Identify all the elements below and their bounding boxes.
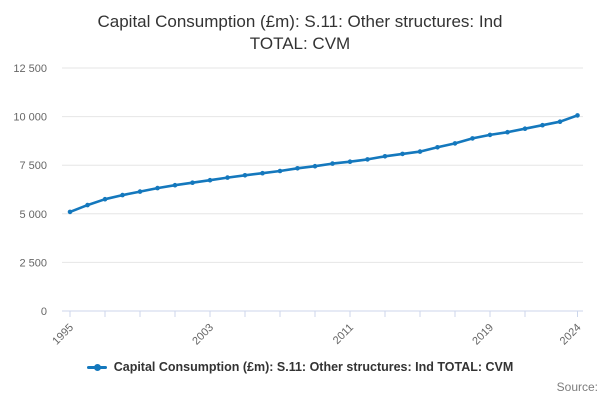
chart-title-line2: TOTAL: CVM [249,34,351,53]
legend-series-marker-icon [86,363,107,372]
data-point[interactable] [470,136,475,141]
legend-item[interactable]: Capital Consumption (£m): S.11: Other st… [0,360,600,374]
legend-marker-dot [93,363,101,371]
data-point[interactable] [172,182,178,188]
data-point[interactable] [312,163,318,169]
data-point[interactable] [330,161,335,166]
data-point[interactable] [575,113,580,118]
data-point[interactable] [120,192,125,198]
data-point[interactable] [347,159,353,164]
data-point[interactable] [505,129,510,135]
chart-title: Capital Consumption (£m): S.11: Other st… [0,11,600,55]
data-point[interactable] [487,132,493,138]
data-point[interactable] [137,189,143,194]
data-point[interactable] [85,202,90,208]
series-line[interactable] [68,114,579,214]
data-point[interactable] [365,157,370,162]
chart-title-line1: Capital Consumption (£m): S.11: Other st… [97,12,503,31]
data-point[interactable] [242,173,248,178]
y-axis-tick-label: 7 500 [19,160,47,172]
data-point[interactable] [557,119,563,124]
data-point[interactable] [400,151,405,157]
source-credit: Source: [556,380,598,394]
data-point[interactable] [452,141,458,146]
data-point[interactable] [207,177,213,183]
y-axis-tick-label: 2 500 [19,257,47,269]
data-point[interactable] [277,168,283,174]
data-point[interactable] [522,126,528,131]
data-point[interactable] [382,154,388,159]
y-axis-tick-label: 0 [41,306,47,318]
data-point[interactable] [260,170,265,176]
x-axis-tick-label: 2024 [558,322,584,348]
x-axis-tick-label: 2011 [331,322,356,347]
legend-label: Capital Consumption (£m): S.11: Other st… [113,360,514,374]
data-point[interactable] [540,122,545,128]
data-point[interactable] [102,196,108,202]
y-axis-tick-label: 10 000 [13,112,47,124]
y-axis-tick-label: 12 500 [13,63,47,75]
y-axis-tick-label: 5 000 [19,209,47,221]
x-axis-tick-label: 2019 [470,322,496,348]
data-point[interactable] [155,185,160,191]
data-point[interactable] [67,209,73,215]
x-axis-tick-label: 2003 [190,322,216,348]
data-point[interactable] [295,166,300,171]
data-point[interactable] [417,149,423,154]
x-axis-tick-label: 1995 [50,322,76,348]
data-point[interactable] [190,180,195,185]
data-point[interactable] [435,145,440,150]
data-point[interactable] [225,175,230,180]
